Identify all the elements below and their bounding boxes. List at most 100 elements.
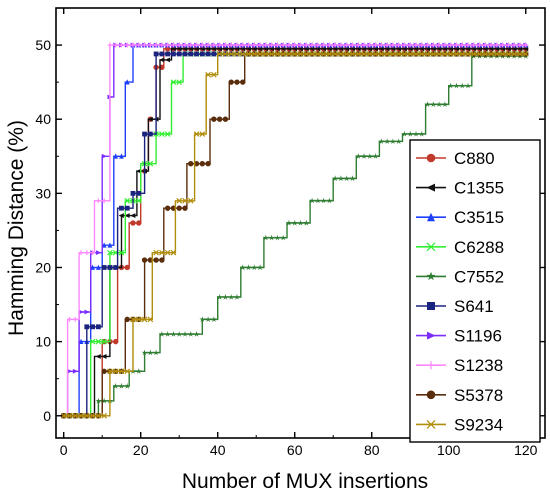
data-point-s1238 (67, 316, 72, 322)
data-point-c7552 (285, 219, 292, 226)
data-point-s9234 (211, 71, 217, 78)
data-point-c7552 (384, 138, 391, 144)
y-tick-label: 0 (43, 408, 51, 424)
data-point-s9234 (245, 51, 252, 57)
data-point-c1355 (291, 46, 298, 52)
data-point-c7552 (309, 197, 316, 204)
data-point-s9234 (401, 51, 408, 57)
data-point-c6288 (147, 160, 154, 167)
data-point-s641 (130, 190, 136, 196)
data-point-c1355 (170, 46, 176, 52)
data-point-c6288 (89, 338, 96, 345)
data-point-c6288 (118, 249, 125, 256)
data-point-s641 (171, 51, 176, 57)
data-point-c7552 (262, 234, 269, 241)
data-point-c6288 (101, 338, 107, 345)
data-point-c7552 (158, 331, 165, 337)
data-point-s1238 (101, 198, 107, 204)
legend-label: S9234 (454, 415, 503, 434)
data-point-s9234 (517, 51, 523, 57)
series-line-c6288 (63, 53, 526, 417)
data-point-s1238 (124, 42, 130, 48)
data-point-s1238 (280, 42, 286, 48)
x-axis-title: Number of MUX insertions (182, 470, 428, 493)
data-point-s5378 (176, 205, 182, 211)
data-point-s1238 (217, 42, 223, 48)
data-point-c1355 (441, 46, 448, 52)
data-point-c7552 (291, 219, 298, 226)
data-point-s1238 (471, 42, 477, 48)
data-point-s1238 (402, 42, 407, 48)
series-layer (60, 42, 529, 419)
data-point-c7552 (459, 82, 466, 89)
data-point-s641 (84, 324, 90, 330)
data-point-s9234 (153, 249, 159, 256)
data-point-c1355 (488, 46, 494, 52)
data-point-c1355 (366, 46, 373, 52)
legend-item-c6288: C6288 (416, 238, 504, 257)
data-point-c1355 (251, 46, 257, 52)
data-point-s1238 (113, 42, 119, 48)
data-point-s1238 (465, 42, 471, 48)
x-tick-label: 80 (364, 442, 380, 458)
data-point-s1238 (448, 42, 454, 48)
data-point-s1238 (194, 42, 199, 48)
data-point-s9234 (297, 51, 304, 57)
data-point-s9234 (447, 51, 454, 57)
data-point-c1355 (286, 46, 292, 52)
legend-label: S1196 (454, 327, 502, 346)
data-point-s9234 (228, 51, 235, 57)
data-point-c7552 (228, 293, 235, 300)
data-point-s1238 (303, 42, 309, 48)
data-point-s9234 (315, 51, 321, 57)
data-point-s5378 (222, 116, 229, 122)
data-point-s9234 (505, 51, 512, 57)
y-axis-title: Hamming Distance (%) (5, 120, 28, 336)
data-point-c1355 (182, 46, 188, 52)
legend-label: C7552 (454, 267, 504, 286)
data-point-c1355 (384, 46, 390, 52)
y-tick-label: 40 (35, 111, 51, 127)
data-point-s641 (107, 265, 113, 270)
legend-marker (426, 153, 436, 163)
data-point-s9234 (418, 51, 425, 57)
data-point-c1355 (343, 46, 350, 52)
data-point-s9234 (326, 51, 333, 57)
data-point-s9234 (366, 51, 373, 57)
data-point-c7552 (453, 82, 460, 89)
data-point-c1355 (326, 46, 332, 52)
data-point-s9234 (338, 51, 344, 57)
data-point-s1238 (147, 42, 153, 48)
data-point-s1238 (171, 42, 176, 48)
data-point-s1238 (159, 42, 165, 48)
data-point-s9234 (78, 412, 84, 419)
data-point-s1238 (361, 42, 367, 48)
data-point-s1196 (101, 153, 108, 159)
data-point-c7552 (424, 101, 431, 107)
data-point-s1238 (95, 198, 101, 204)
data-point-s9234 (384, 51, 390, 57)
data-point-s9234 (268, 51, 275, 57)
data-point-s9234 (60, 412, 67, 419)
data-point-s9234 (453, 51, 460, 57)
data-point-c7552 (361, 153, 368, 159)
data-point-c7552 (436, 101, 443, 107)
legend-label: S5378 (454, 386, 503, 405)
data-point-s641 (211, 51, 217, 57)
data-point-s5378 (141, 257, 148, 263)
data-point-c7552 (349, 175, 356, 182)
data-point-c7552 (95, 397, 102, 404)
data-point-s9234 (135, 316, 142, 323)
data-point-c880 (130, 220, 136, 226)
data-point-c1355 (309, 46, 315, 52)
data-point-c7552 (378, 138, 385, 144)
y-tick-label: 20 (35, 259, 51, 275)
data-point-c1355 (234, 46, 240, 52)
data-point-c7552 (205, 316, 212, 322)
plot-frame (55, 7, 546, 439)
data-point-c7552 (464, 82, 471, 89)
data-point-s9234 (216, 51, 223, 57)
data-point-s9234 (286, 51, 292, 57)
data-point-s641 (182, 51, 188, 57)
